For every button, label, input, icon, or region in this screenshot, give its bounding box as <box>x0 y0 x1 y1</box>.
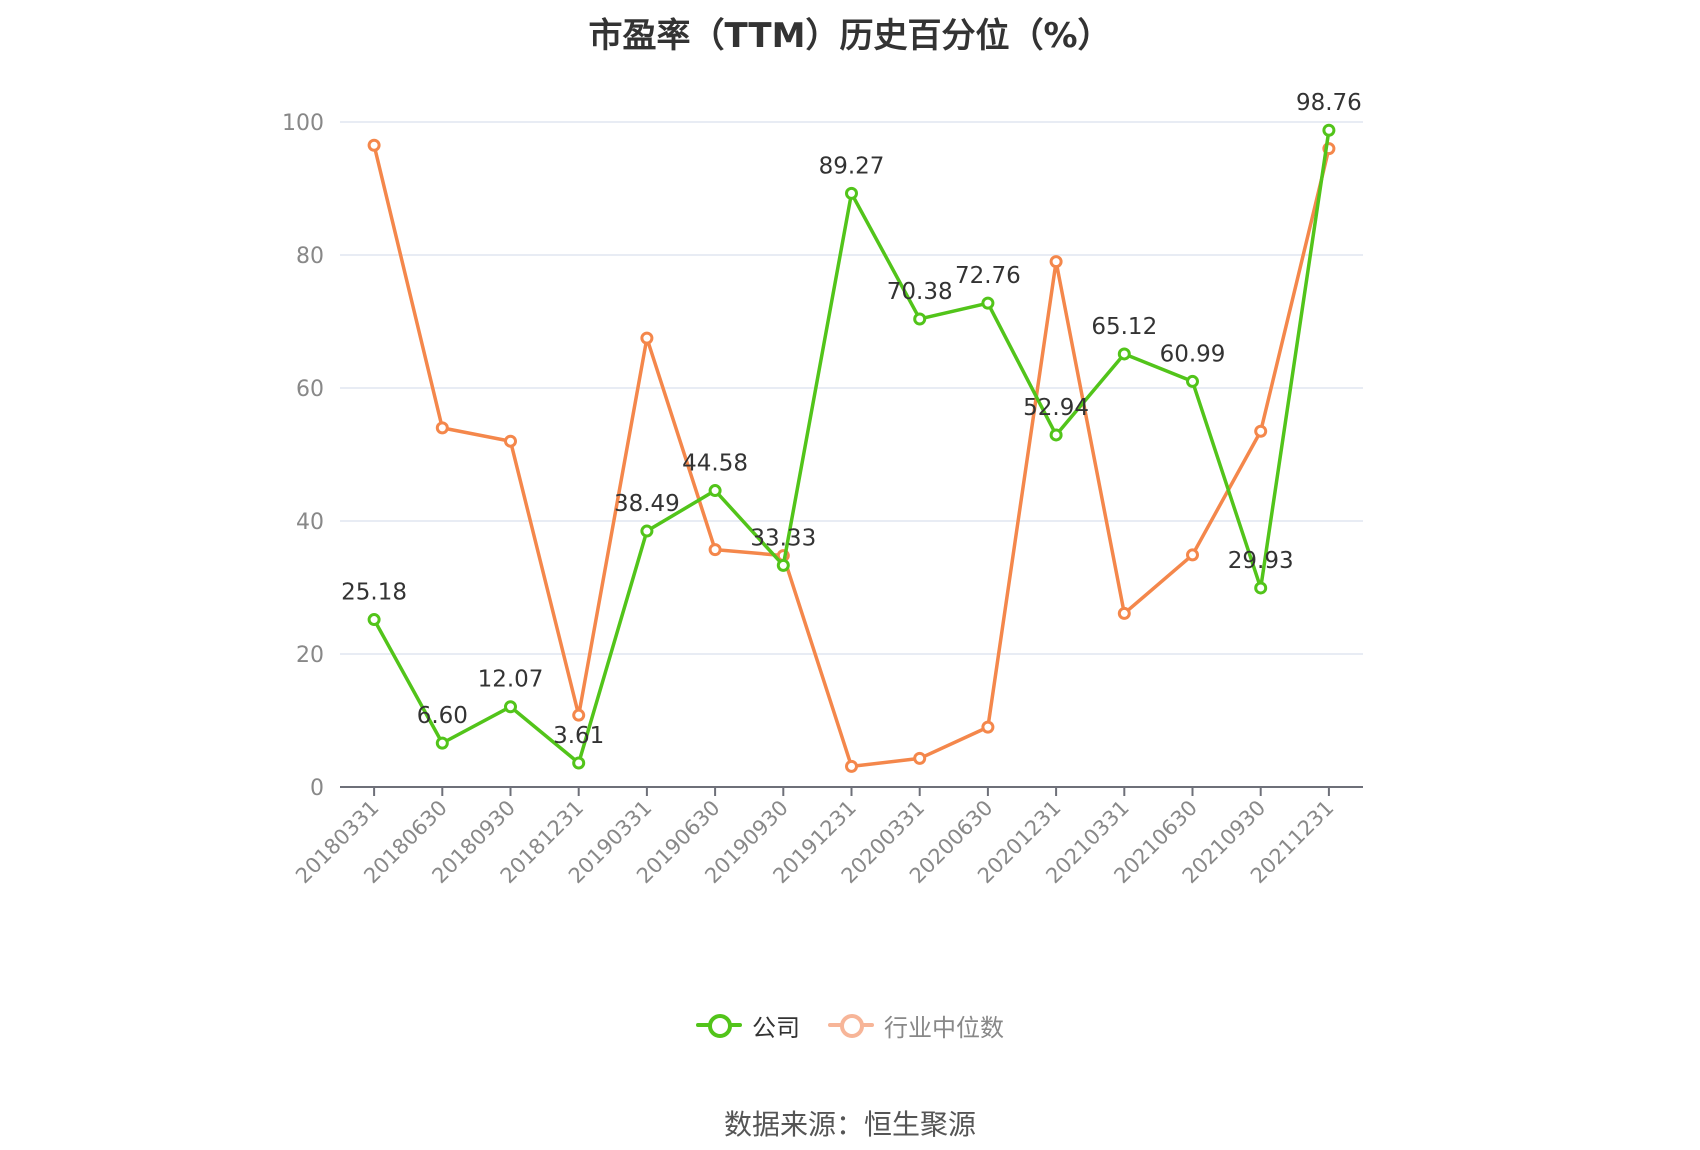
data-point-company <box>913 312 927 326</box>
data-point-company <box>1186 374 1199 388</box>
data-point-company <box>504 700 517 714</box>
data-label: 6.60 <box>417 703 468 729</box>
data-point-company <box>776 558 790 572</box>
data-point-industry-median <box>1049 255 1063 269</box>
data-point-company <box>845 186 858 200</box>
data-point-company <box>435 736 449 750</box>
data-label: 25.18 <box>341 580 407 606</box>
y-tick-label: 40 <box>296 510 324 535</box>
data-label: 72.76 <box>955 263 1021 289</box>
data-point-industry-median <box>640 331 654 345</box>
data-point-industry-median <box>435 421 449 435</box>
y-tick-label: 0 <box>310 776 324 801</box>
data-point-company <box>367 613 381 627</box>
data-label: 70.38 <box>887 279 953 305</box>
data-point-company <box>1254 581 1268 595</box>
data-point-company <box>981 296 995 310</box>
data-label: 89.27 <box>819 153 885 179</box>
data-label: 33.33 <box>750 525 816 551</box>
data-label: 60.99 <box>1160 341 1226 367</box>
data-point-industry-median <box>504 434 517 448</box>
data-point-company <box>708 484 722 498</box>
legend-label-industry-median: 行业中位数 <box>884 1013 1004 1042</box>
legend-item-industry-median[interactable]: 行业中位数 <box>828 1008 1004 1043</box>
grid-lines <box>340 121 1363 655</box>
data-point-industry-median <box>913 751 927 765</box>
data-label: 29.93 <box>1228 548 1294 574</box>
legend: 公司 行业中位数 <box>0 1005 1700 1045</box>
series-group <box>367 123 1336 773</box>
data-source: 数据来源：恒生聚源 <box>723 1108 976 1141</box>
data-label: 3.61 <box>553 723 604 749</box>
legend-label-company: 公司 <box>752 1013 800 1042</box>
legend-swatch-industry-icon <box>828 1013 874 1038</box>
data-label: 12.07 <box>478 667 544 693</box>
data-point-industry-median <box>708 543 722 557</box>
legend-item-company[interactable]: 公司 <box>696 1008 800 1043</box>
legend-swatch-company-icon <box>696 1013 742 1038</box>
data-label: 65.12 <box>1091 314 1157 340</box>
x-axis: 2018033120180630201809302018123120190331… <box>291 786 1363 888</box>
data-point-industry-median <box>845 759 858 773</box>
chart-title: 市盈率（TTM）历史百分位（%） <box>588 16 1112 56</box>
data-point-company <box>1049 428 1063 442</box>
data-label: 44.58 <box>682 451 748 477</box>
data-label: 98.76 <box>1296 90 1362 116</box>
y-tick-label: 80 <box>296 244 324 269</box>
data-point-company <box>1322 123 1336 137</box>
data-label: 52.94 <box>1023 395 1089 421</box>
data-point-company <box>640 524 654 538</box>
data-point-industry-median <box>1186 548 1199 562</box>
y-tick-label: 100 <box>282 111 324 136</box>
data-point-company <box>1117 347 1131 361</box>
data-point-industry-median <box>1254 424 1268 438</box>
data-point-industry-median <box>572 708 586 722</box>
data-point-company <box>572 756 586 770</box>
data-label: 38.49 <box>614 491 680 517</box>
data-point-industry-median <box>367 138 381 152</box>
line-chart: 0 20 40 60 80 100 201803312018063020180930201… <box>282 90 1363 888</box>
data-point-industry-median <box>981 720 995 734</box>
y-tick-label: 60 <box>296 377 324 402</box>
y-tick-label: 20 <box>296 643 324 668</box>
y-axis: 0 20 40 60 80 100 <box>282 111 324 801</box>
data-point-industry-median <box>1117 606 1131 620</box>
